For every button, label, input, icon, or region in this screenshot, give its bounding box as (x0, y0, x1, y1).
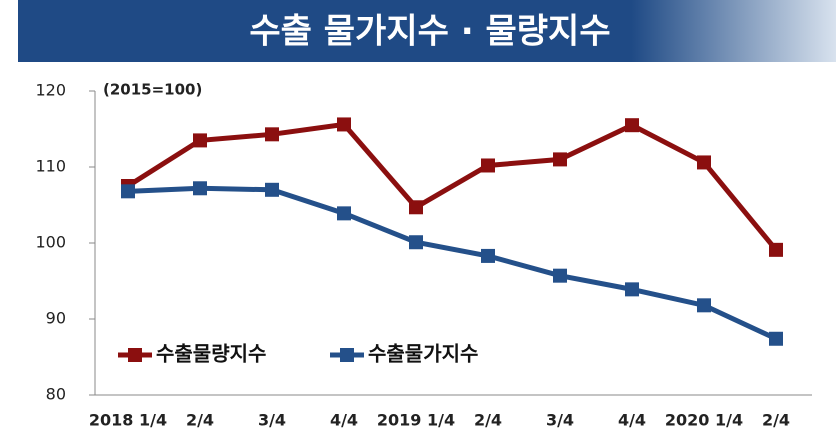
x-tick-label: 4/4 (330, 411, 358, 430)
point (625, 282, 639, 297)
point (265, 182, 279, 197)
legend-marker (128, 348, 142, 362)
x-tick-label: 3/4 (546, 411, 574, 430)
x-tick-label: 2020 1/4 (665, 411, 743, 430)
point (193, 181, 207, 196)
point (409, 200, 423, 215)
point (121, 184, 135, 199)
x-tick-label: 2/4 (186, 411, 214, 430)
series-line (126, 121, 778, 252)
point (553, 152, 567, 167)
x-tick-label: 2/4 (762, 411, 790, 430)
legend-marker (340, 348, 354, 362)
point (265, 127, 279, 142)
x-tick-label: 3/4 (258, 411, 286, 430)
point (769, 331, 783, 346)
point (409, 235, 423, 250)
subtitle: (2015=100) (103, 81, 202, 99)
legend-label: 수출물가지수 (368, 342, 478, 366)
point (481, 248, 495, 263)
point (553, 268, 567, 283)
x-tick-label: 2018 1/4 (89, 411, 167, 430)
y-tick-label: 100 (35, 233, 66, 252)
point (337, 206, 351, 221)
chart-title: 수출 물가지수 · 물량지수 (249, 12, 610, 52)
point (697, 155, 711, 170)
y-tick-label: 80 (46, 385, 66, 404)
point (337, 117, 351, 132)
point (481, 158, 495, 173)
x-tick-label: 4/4 (618, 411, 646, 430)
legend-label: 수출물량지수 (156, 342, 266, 366)
y-tick-label: 90 (46, 309, 66, 328)
x-tick-label: 2/4 (474, 411, 502, 430)
point (625, 118, 639, 133)
y-tick-label: 110 (35, 157, 66, 176)
series-line (127, 185, 778, 342)
title-banner (18, 0, 836, 62)
point (769, 242, 783, 257)
x-tick-label: 2019 1/4 (377, 411, 455, 430)
point (193, 133, 207, 148)
y-tick-label: 120 (35, 81, 66, 100)
point (697, 298, 711, 313)
